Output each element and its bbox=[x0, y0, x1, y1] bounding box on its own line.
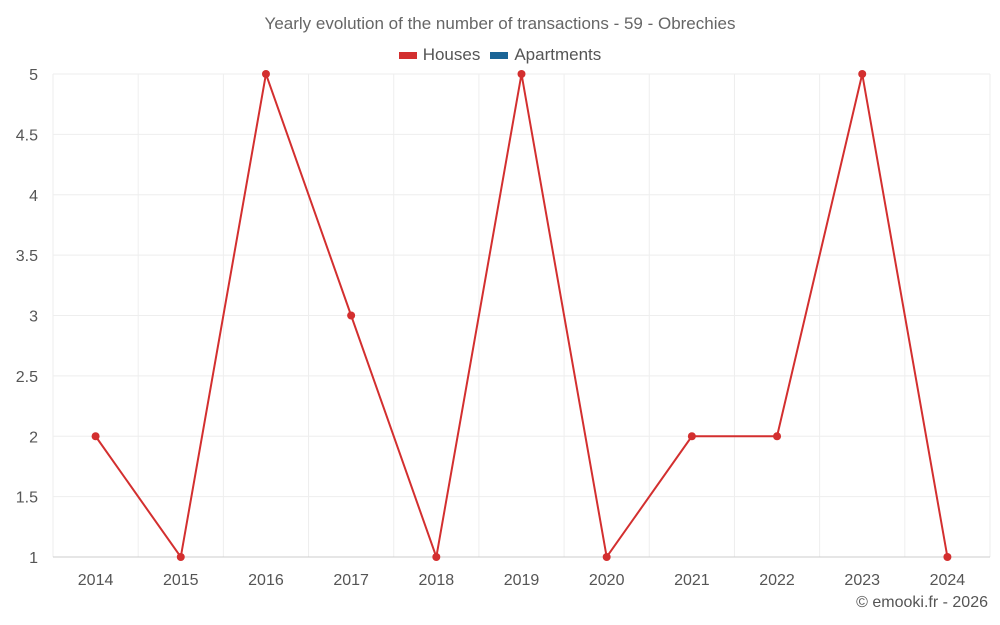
x-tick-label: 2023 bbox=[844, 572, 880, 589]
data-point[interactable] bbox=[602, 553, 611, 561]
data-point[interactable] bbox=[261, 70, 270, 78]
y-tick-label: 4 bbox=[29, 188, 38, 205]
x-tick-label: 2017 bbox=[333, 572, 369, 589]
chart-series bbox=[91, 70, 952, 561]
x-tick-label: 2016 bbox=[248, 572, 284, 589]
data-point[interactable] bbox=[432, 553, 441, 561]
x-tick-label: 2018 bbox=[419, 572, 455, 589]
data-point[interactable] bbox=[91, 432, 100, 441]
legend-item-apartments[interactable]: Apartments bbox=[490, 45, 601, 65]
credit-text: © emooki.fr - 2026 bbox=[856, 594, 988, 611]
y-tick-label: 1 bbox=[29, 550, 38, 567]
data-point[interactable] bbox=[858, 70, 867, 78]
chart-axes: 1 1.5 2 2.5 3 3.5 4 4.5 5 2014 2015 2016 2017 2018 201… bbox=[16, 67, 990, 589]
data-point[interactable] bbox=[347, 311, 356, 320]
y-tick-label: 2.5 bbox=[16, 369, 38, 386]
x-tick-label: 2020 bbox=[589, 572, 625, 589]
y-tick-label: 1.5 bbox=[16, 490, 38, 507]
legend-swatch-apartments bbox=[490, 51, 509, 59]
y-tick-label: 5 bbox=[29, 67, 38, 84]
x-tick-label: 2015 bbox=[163, 572, 199, 589]
data-point[interactable] bbox=[773, 432, 782, 441]
y-tick-label: 3.5 bbox=[16, 248, 38, 265]
legend-item-houses[interactable]: Houses bbox=[398, 45, 481, 65]
y-tick-label: 2 bbox=[29, 429, 38, 446]
x-tick-label: 2024 bbox=[930, 572, 966, 589]
data-point[interactable] bbox=[517, 70, 526, 78]
data-point[interactable] bbox=[176, 553, 185, 561]
y-tick-label: 4.5 bbox=[16, 127, 38, 144]
x-tick-label: 2021 bbox=[674, 572, 710, 589]
x-tick-label: 2019 bbox=[504, 572, 540, 589]
data-point[interactable] bbox=[943, 553, 952, 561]
chart-legend: Houses Apartments bbox=[0, 45, 1000, 65]
legend-label-apartments: Apartments bbox=[514, 45, 602, 64]
y-tick-label: 3 bbox=[29, 309, 38, 326]
data-point[interactable] bbox=[687, 432, 696, 441]
legend-label-houses: Houses bbox=[422, 45, 481, 64]
x-tick-label: 2014 bbox=[78, 572, 114, 589]
chart-title: Yearly evolution of the number of transa… bbox=[264, 14, 736, 33]
x-tick-label: 2022 bbox=[759, 572, 795, 589]
legend-swatch-houses bbox=[398, 51, 417, 59]
